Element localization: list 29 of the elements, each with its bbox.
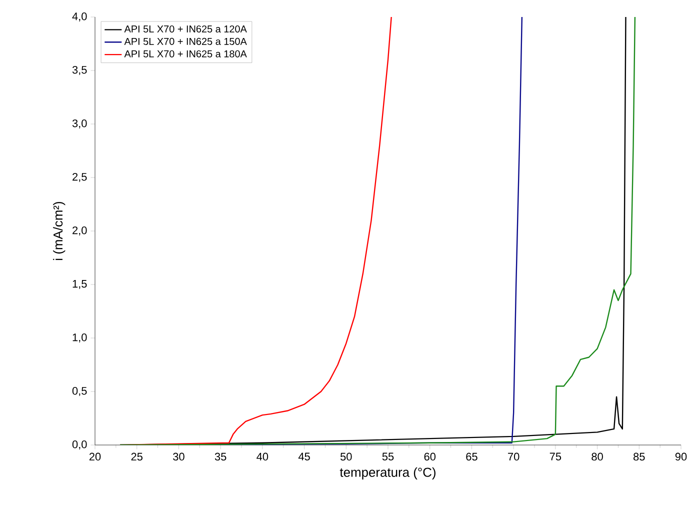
y-tick-label: 3,5 bbox=[72, 66, 87, 76]
x-tick-label: 45 bbox=[298, 452, 310, 460]
x-tick-label: 40 bbox=[256, 452, 268, 461]
y-tick-label: 1,0 bbox=[72, 333, 87, 343]
y-tick-label: 4,0 bbox=[72, 12, 87, 22]
x-tick-label: 30 bbox=[173, 452, 184, 461]
x-tick-label: 85 bbox=[634, 452, 645, 461]
y-axis-title: i (mA/cm²) bbox=[53, 202, 66, 260]
x-tick-label: 35 bbox=[214, 452, 226, 461]
legend-label: API 5L X70 + IN625 a 150A bbox=[124, 38, 247, 45]
x-tick-label: 70 bbox=[508, 452, 520, 461]
y-tick-label: 2,5 bbox=[72, 172, 87, 182]
x-tick-label: 75 bbox=[550, 452, 562, 460]
x-tick-label: 90 bbox=[675, 452, 687, 461]
y-tick-label: 3,0 bbox=[72, 119, 87, 129]
x-tick-label: 20 bbox=[89, 452, 101, 461]
y-tick-label: 0,0 bbox=[72, 440, 87, 450]
x-axis-title: temperatura (°C) bbox=[340, 467, 436, 480]
x-tick-label: 50 bbox=[340, 452, 352, 461]
y-tick-label: 1,5 bbox=[72, 280, 87, 289]
legend-label: API 5L X70 + IN625 a 120A bbox=[124, 25, 247, 33]
y-tick-label: 0,5 bbox=[72, 386, 87, 396]
y-tick-label: 2,0 bbox=[72, 226, 87, 236]
x-tick-label: 80 bbox=[592, 452, 603, 461]
x-tick-label: 65 bbox=[466, 452, 478, 461]
legend-label: API 5L X70 + IN625 a 180A bbox=[124, 50, 247, 58]
x-tick-label: 60 bbox=[424, 452, 436, 461]
x-tick-label: 55 bbox=[382, 452, 394, 460]
x-tick-label: 25 bbox=[131, 452, 142, 461]
